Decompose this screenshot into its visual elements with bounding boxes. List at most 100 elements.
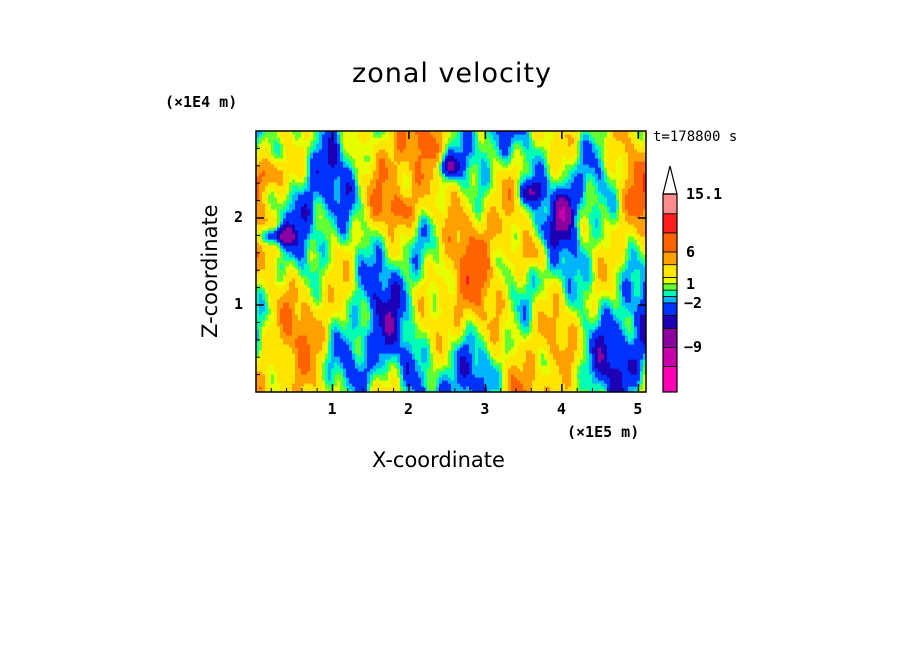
contour-cell	[307, 353, 311, 357]
contour-cell	[367, 212, 371, 216]
contour-cell	[367, 365, 371, 369]
contour-cell	[418, 383, 422, 387]
contour-cell	[349, 224, 353, 228]
contour-cell	[268, 353, 272, 357]
contour-cell	[376, 329, 380, 333]
contour-cell	[331, 245, 335, 249]
contour-cell	[298, 239, 302, 243]
contour-cell	[403, 329, 407, 333]
contour-cell	[274, 380, 278, 384]
contour-cell	[301, 365, 305, 369]
contour-cell	[319, 140, 323, 144]
contour-cell	[274, 281, 278, 285]
contour-cell	[421, 368, 425, 372]
contour-cell	[406, 299, 410, 303]
contour-cell	[403, 224, 407, 228]
contour-cell	[325, 260, 329, 264]
contour-cell	[355, 236, 359, 240]
contour-cell	[286, 290, 290, 294]
contour-cell	[418, 386, 422, 390]
contour-cell	[418, 164, 422, 168]
contour-cell	[400, 203, 404, 207]
contour-cell	[367, 197, 371, 201]
contour-cell	[376, 272, 380, 276]
contour-cell	[394, 371, 398, 375]
contour-cell	[385, 227, 389, 231]
contour-cell	[277, 317, 281, 321]
contour-cell	[328, 173, 332, 177]
contour-cell	[286, 338, 290, 342]
contour-cell	[364, 248, 368, 252]
contour-cell	[295, 377, 299, 381]
contour-cell	[352, 269, 356, 273]
contour-cell	[286, 224, 290, 228]
contour-cell	[283, 347, 287, 351]
contour-cell	[289, 323, 293, 327]
contour-cell	[262, 347, 266, 351]
contour-cell	[346, 371, 350, 375]
contour-cell	[310, 152, 314, 156]
contour-cell	[394, 335, 398, 339]
contour-cell	[322, 212, 326, 216]
contour-cell	[367, 152, 371, 156]
contour-cell	[289, 326, 293, 330]
contour-cell	[286, 356, 290, 360]
contour-cell	[421, 188, 425, 192]
contour-cell	[379, 389, 383, 392]
contour-cell	[370, 329, 374, 333]
contour-cell	[424, 161, 428, 165]
contour-cell	[361, 239, 365, 243]
contour-cell	[322, 293, 326, 297]
contour-cell	[361, 131, 365, 135]
contour-cell	[298, 191, 302, 195]
contour-cell	[427, 365, 431, 369]
contour-cell	[328, 380, 332, 384]
contour-cell	[316, 227, 320, 231]
contour-cell	[262, 203, 266, 207]
contour-cell	[397, 167, 401, 171]
contour-cell	[397, 227, 401, 231]
contour-cell	[286, 230, 290, 234]
contour-cell	[382, 308, 386, 312]
contour-cell	[316, 311, 320, 315]
contour-cell	[292, 293, 296, 297]
contour-cell	[424, 176, 428, 180]
contour-cell	[277, 215, 281, 219]
contour-cell	[391, 329, 395, 333]
contour-cell	[400, 266, 404, 270]
contour-cell	[397, 368, 401, 372]
contour-cell	[334, 344, 338, 348]
contour-cell	[316, 203, 320, 207]
contour-cell	[352, 341, 356, 345]
contour-cell	[301, 308, 305, 312]
contour-cell	[397, 137, 401, 141]
contour-cell	[358, 389, 362, 392]
contour-cell	[310, 134, 314, 138]
contour-cell	[349, 236, 353, 240]
contour-cell	[265, 161, 269, 165]
contour-cell	[424, 200, 428, 204]
contour-cell	[277, 143, 281, 147]
time-label: t=178800 s	[653, 129, 738, 145]
contour-cell	[382, 350, 386, 354]
contour-cell	[271, 278, 275, 282]
contour-cell	[367, 224, 371, 228]
contour-cell	[409, 383, 413, 387]
contour-cell	[385, 206, 389, 210]
contour-cell	[301, 182, 305, 186]
contour-cell	[337, 218, 341, 222]
contour-cell	[313, 275, 317, 279]
contour-cell	[376, 164, 380, 168]
contour-cell	[259, 236, 263, 240]
contour-cell	[364, 368, 368, 372]
contour-cell	[403, 233, 407, 237]
contour-cell	[379, 269, 383, 273]
contour-cell	[289, 281, 293, 285]
contour-cell	[379, 179, 383, 183]
contour-cell	[352, 263, 356, 267]
contour-cell	[403, 302, 407, 306]
contour-cell	[298, 167, 302, 171]
contour-cell	[337, 245, 341, 249]
contour-cell	[418, 146, 422, 150]
contour-cell	[379, 281, 383, 285]
